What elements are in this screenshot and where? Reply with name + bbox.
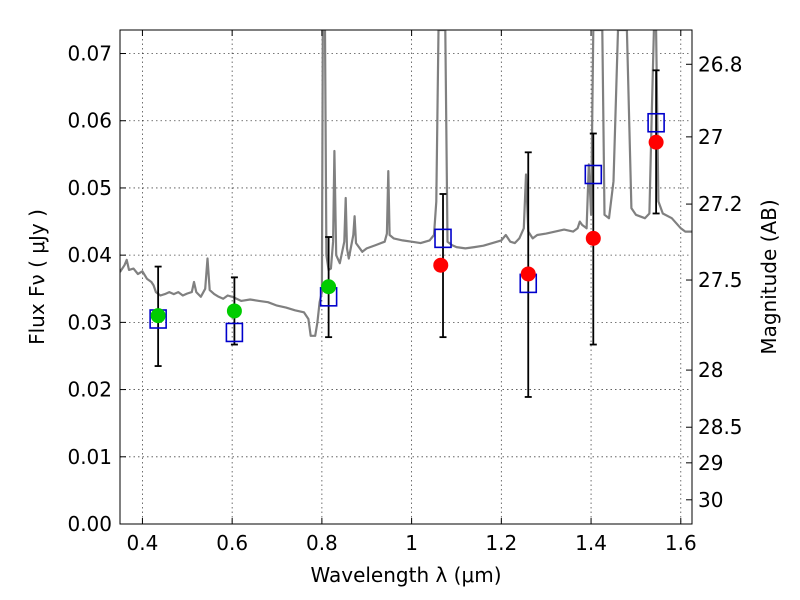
- observed-flux-point: [150, 308, 166, 324]
- x-axis-label: Wavelength λ (μm): [310, 563, 501, 587]
- x-tick-label: 1.2: [485, 531, 517, 555]
- observed-flux-point: [433, 257, 449, 273]
- y2-tick-label: 29: [698, 451, 723, 475]
- y-tick-label: 0.06: [67, 109, 112, 133]
- y-tick-label: 0.01: [67, 445, 112, 469]
- y-axis-label: Flux Fν ( μJy ): [25, 209, 49, 345]
- model-flux-square: [647, 112, 665, 133]
- y-tick-label: 0.03: [67, 310, 112, 334]
- y2-tick-label: 27.5: [698, 268, 743, 292]
- y-tick-label: 0.04: [67, 243, 112, 267]
- x-tick-label: 1: [405, 531, 418, 555]
- plot-frame: [119, 29, 693, 525]
- y-tick-label: 0.02: [67, 378, 112, 402]
- x-tick-label: 0.6: [216, 531, 248, 555]
- observed-flux-point: [585, 230, 601, 246]
- y2-tick-label: 26.8: [698, 52, 743, 76]
- x-tick-label: 1.4: [575, 531, 607, 555]
- y2-tick-label: 27.2: [698, 192, 743, 216]
- y-tick-label: 0.05: [67, 176, 112, 200]
- model-flux-square: [584, 164, 603, 185]
- y-tick-label: 0.00: [67, 512, 112, 536]
- axes: 0.4 0.6 0.8 1 1.2 1.4 1.6 0.00 0.01 0.02 0.03 0.04 0…: [67, 30, 743, 555]
- observed-flux-point: [321, 279, 337, 295]
- y2-axis-label: Magnitude (AB): [757, 199, 781, 354]
- y-tick-label: 0.07: [67, 42, 112, 66]
- observed-flux-point: [226, 303, 242, 319]
- model-flux-square: [434, 228, 452, 249]
- y2-tick-label: 28: [698, 358, 723, 382]
- plot-area: [120, 30, 692, 398]
- x-tick-label: 1.6: [665, 531, 697, 555]
- x-tick-label: 0.4: [127, 531, 159, 555]
- observed-flux-point: [520, 266, 536, 282]
- observed-flux-point: [648, 134, 664, 150]
- y2-tick-label: 30: [698, 488, 723, 512]
- model-spectrum-line: [120, 30, 692, 337]
- model-flux-square: [225, 322, 244, 343]
- x-tick-label: 0.8: [306, 531, 338, 555]
- y2-tick-label: 27: [698, 125, 723, 149]
- y2-tick-label: 28.5: [698, 415, 743, 439]
